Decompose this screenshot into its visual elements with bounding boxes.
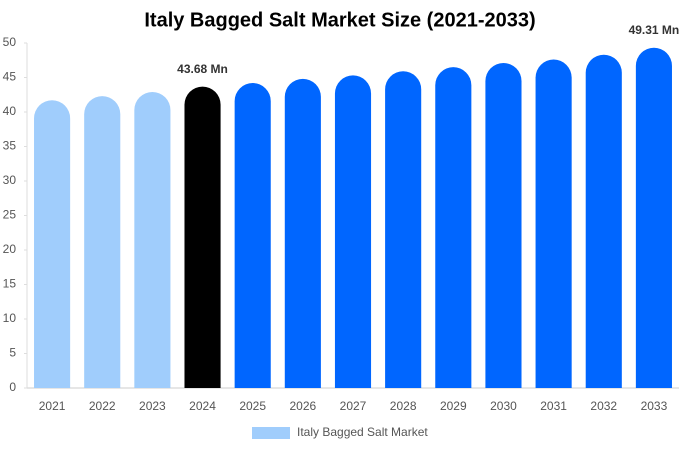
value-label: 49.31 Mn bbox=[629, 23, 680, 37]
legend-swatch bbox=[252, 427, 290, 439]
x-tick-label: 2033 bbox=[641, 399, 668, 413]
x-tick-label: 2032 bbox=[590, 399, 617, 413]
bar bbox=[84, 96, 121, 388]
bar bbox=[585, 54, 622, 389]
y-tick-label: 35 bbox=[3, 139, 17, 153]
bar bbox=[385, 71, 422, 389]
y-tick-label: 20 bbox=[3, 242, 17, 256]
bar bbox=[234, 83, 271, 388]
bar bbox=[635, 47, 672, 389]
bar bbox=[34, 100, 71, 388]
y-tick-label: 25 bbox=[3, 208, 17, 222]
value-label: 43.68 Mn bbox=[177, 62, 228, 76]
x-tick-label: 2021 bbox=[39, 399, 66, 413]
chart-title: Italy Bagged Salt Market Size (2021-2033… bbox=[144, 9, 535, 31]
y-tick-label: 15 bbox=[3, 277, 17, 291]
bar bbox=[435, 67, 472, 389]
x-tick-label: 2029 bbox=[440, 399, 467, 413]
x-tick-label: 2022 bbox=[89, 399, 116, 413]
bar bbox=[334, 75, 372, 388]
bar bbox=[134, 91, 171, 389]
x-tick-label: 2025 bbox=[239, 399, 266, 413]
bar bbox=[535, 59, 572, 389]
x-tick-label: 2026 bbox=[289, 399, 316, 413]
y-tick-label: 10 bbox=[3, 311, 17, 325]
y-tick-label: 0 bbox=[9, 380, 16, 394]
y-tick-label: 50 bbox=[3, 35, 17, 49]
x-tick-label: 2027 bbox=[340, 399, 367, 413]
y-tick-label: 5 bbox=[9, 346, 16, 360]
x-tick-label: 2031 bbox=[540, 399, 567, 413]
x-tick-label: 2028 bbox=[390, 399, 417, 413]
y-tick-label: 40 bbox=[3, 104, 17, 118]
y-tick-label: 30 bbox=[3, 173, 17, 187]
x-tick-label: 2030 bbox=[490, 399, 517, 413]
x-tick-label: 2024 bbox=[189, 399, 216, 413]
bar bbox=[284, 78, 321, 388]
bar bbox=[184, 86, 221, 388]
bar bbox=[485, 63, 522, 388]
x-tick-label: 2023 bbox=[139, 399, 166, 413]
legend-label: Italy Bagged Salt Market bbox=[297, 425, 428, 439]
y-tick-label: 45 bbox=[3, 70, 17, 84]
